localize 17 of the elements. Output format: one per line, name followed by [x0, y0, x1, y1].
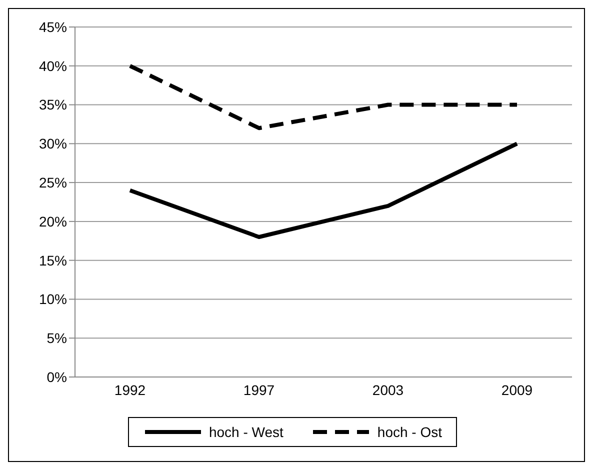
- x-tick-label: 1997: [243, 382, 275, 398]
- x-tick-label: 2009: [501, 382, 533, 398]
- y-tick-label: 30%: [38, 136, 67, 152]
- y-tick-label: 25%: [38, 174, 67, 191]
- y-tick-label: 5%: [46, 330, 67, 346]
- y-tick-label: 0%: [46, 368, 67, 385]
- y-tick-label: 15%: [38, 252, 67, 268]
- y-tick-label: 40%: [38, 58, 67, 74]
- y-tick-label: 10%: [38, 291, 67, 308]
- y-tick-label: 20%: [38, 213, 67, 230]
- y-tick-label: 35%: [38, 96, 67, 113]
- legend-label: hoch - West: [208, 424, 284, 440]
- legend-label: hoch - Ost: [377, 424, 442, 440]
- line-series: [128, 142, 519, 239]
- x-tick-label: 2003: [372, 382, 404, 398]
- y-tick-label: 45%: [38, 18, 67, 35]
- x-tick-label: 1992: [114, 382, 146, 398]
